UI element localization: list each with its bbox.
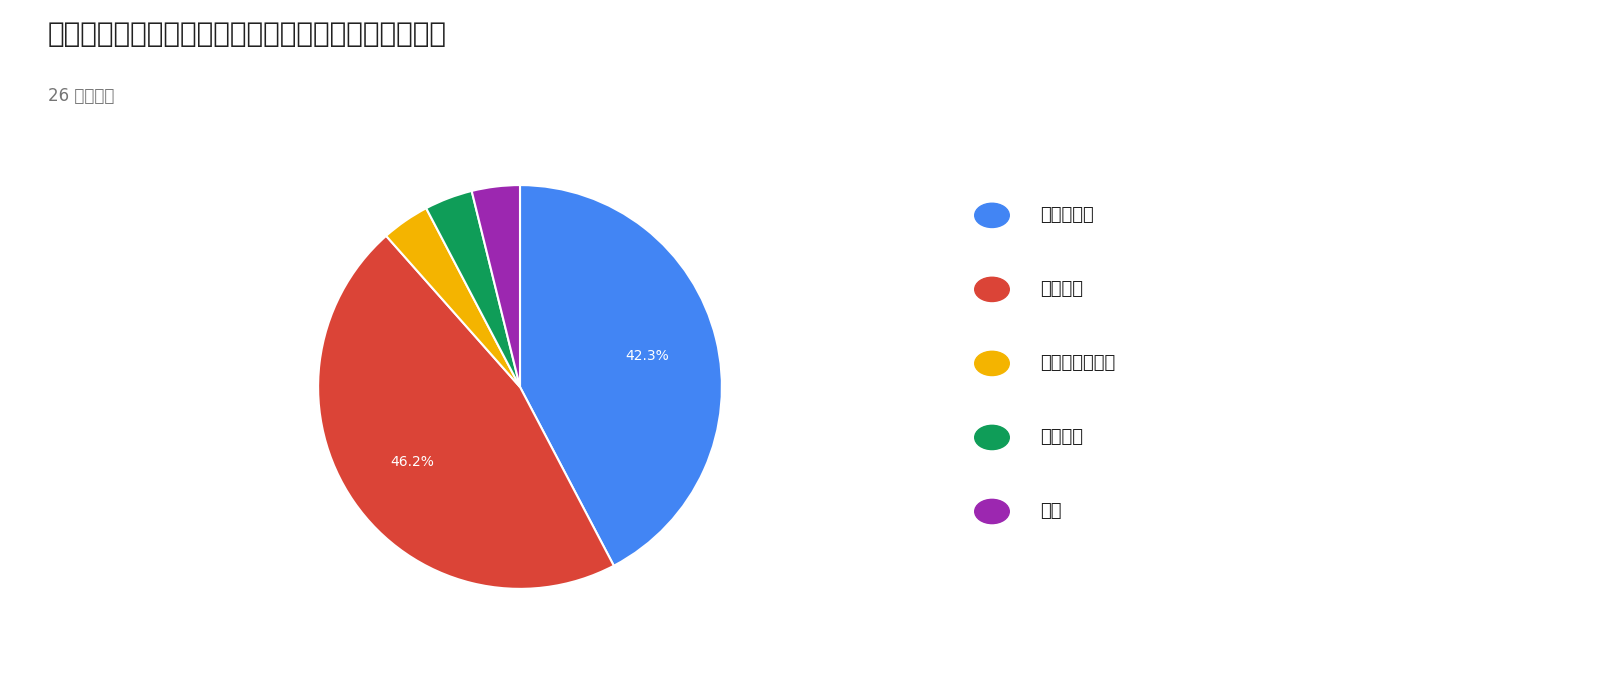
Text: 46.2%: 46.2% — [390, 454, 434, 468]
Wedge shape — [520, 185, 722, 566]
Text: 26 件の回答: 26 件の回答 — [48, 87, 114, 106]
Text: とても満足: とても満足 — [1040, 207, 1094, 224]
Text: 不満: 不満 — [1040, 503, 1061, 520]
Text: やや不満: やや不満 — [1040, 429, 1083, 446]
Wedge shape — [472, 185, 520, 387]
Text: やや満足: やや満足 — [1040, 281, 1083, 298]
Wedge shape — [386, 208, 520, 387]
Wedge shape — [426, 191, 520, 387]
Text: どちらでもない: どちらでもない — [1040, 355, 1115, 372]
Wedge shape — [318, 236, 614, 589]
Text: 42.3%: 42.3% — [626, 349, 669, 363]
Text: ワークショップの全体的な満足度はいかがでしたか？: ワークショップの全体的な満足度はいかがでしたか？ — [48, 20, 446, 48]
